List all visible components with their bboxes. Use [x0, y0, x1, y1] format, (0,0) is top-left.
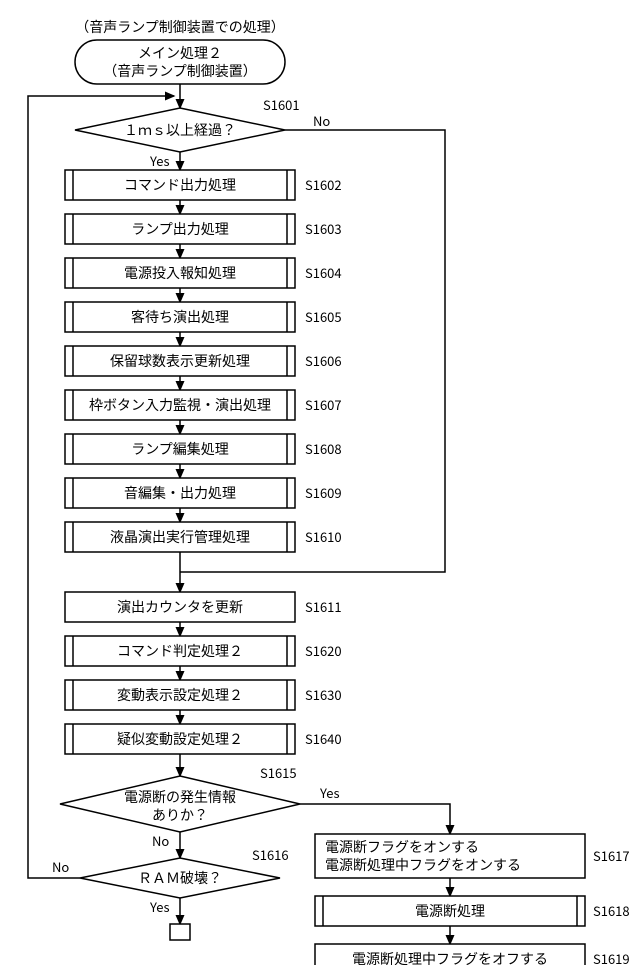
svg-text:変動表示設定処理２: 変動表示設定処理２: [117, 685, 243, 705]
svg-text:No: No: [152, 831, 169, 850]
svg-text:（音声ランプ制御装置）: （音声ランプ制御装置）: [103, 61, 257, 81]
svg-text:S1616: S1616: [252, 845, 289, 864]
svg-text:音編集・出力処理: 音編集・出力処理: [124, 483, 236, 503]
svg-text:Yes: Yes: [149, 151, 170, 170]
svg-text:S1618: S1618: [593, 901, 630, 920]
svg-text:S1603: S1603: [305, 219, 342, 238]
svg-text:枠ボタン入力監視・演出処理: 枠ボタン入力監視・演出処理: [89, 395, 271, 415]
svg-text:Yes: Yes: [319, 783, 340, 802]
svg-text:S1610: S1610: [305, 527, 342, 546]
svg-text:S1608: S1608: [305, 439, 342, 458]
svg-text:電源投入報知処理: 電源投入報知処理: [124, 263, 236, 283]
svg-text:１ｍｓ以上経過？: １ｍｓ以上経過？: [124, 120, 236, 140]
svg-text:コマンド出力処理: コマンド出力処理: [124, 175, 236, 195]
svg-text:S1611: S1611: [305, 597, 342, 616]
svg-text:コマンド判定処理２: コマンド判定処理２: [117, 641, 243, 661]
svg-text:電源断処理中フラグをオンする: 電源断処理中フラグをオンする: [325, 855, 521, 875]
svg-text:電源断処理: 電源断処理: [415, 901, 485, 921]
svg-text:ランプ出力処理: ランプ出力処理: [131, 219, 229, 239]
svg-text:No: No: [313, 111, 330, 130]
svg-text:演出カウンタを更新: 演出カウンタを更新: [117, 597, 243, 617]
end-left: [170, 924, 190, 940]
svg-text:客待ち演出処理: 客待ち演出処理: [131, 307, 229, 327]
svg-text:S1607: S1607: [305, 395, 342, 414]
svg-text:S1606: S1606: [305, 351, 342, 370]
svg-text:（音声ランプ制御装置での処理）: （音声ランプ制御装置での処理）: [75, 17, 285, 37]
svg-text:ＲＡＭ破壊？: ＲＡＭ破壊？: [138, 868, 222, 888]
svg-text:S1640: S1640: [305, 729, 342, 748]
svg-text:S1619: S1619: [593, 949, 630, 965]
svg-text:電源断処理中フラグをオフする: 電源断処理中フラグをオフする: [352, 949, 548, 965]
svg-text:S1620: S1620: [305, 641, 342, 660]
svg-text:S1601: S1601: [263, 95, 300, 114]
svg-text:No: No: [52, 857, 69, 876]
svg-text:ありか？: ありか？: [152, 805, 208, 825]
svg-text:疑似変動設定処理２: 疑似変動設定処理２: [117, 729, 243, 749]
svg-text:メイン処理２: メイン処理２: [138, 43, 222, 63]
svg-text:S1615: S1615: [260, 763, 297, 782]
svg-text:電源断の発生情報: 電源断の発生情報: [124, 787, 236, 807]
svg-text:S1604: S1604: [305, 263, 342, 282]
svg-text:ランプ編集処理: ランプ編集処理: [131, 439, 229, 459]
svg-text:S1609: S1609: [305, 483, 342, 502]
svg-text:S1617: S1617: [593, 846, 630, 865]
svg-text:Yes: Yes: [149, 897, 170, 916]
svg-text:S1605: S1605: [305, 307, 342, 326]
svg-text:電源断フラグをオンする: 電源断フラグをオンする: [325, 837, 479, 857]
svg-text:S1630: S1630: [305, 685, 342, 704]
svg-text:S1602: S1602: [305, 175, 342, 194]
svg-text:液晶演出実行管理処理: 液晶演出実行管理処理: [110, 527, 250, 547]
svg-text:保留球数表示更新処理: 保留球数表示更新処理: [110, 351, 250, 371]
